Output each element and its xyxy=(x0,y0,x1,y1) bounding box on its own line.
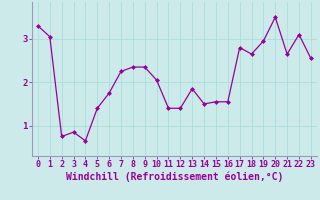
X-axis label: Windchill (Refroidissement éolien,°C): Windchill (Refroidissement éolien,°C) xyxy=(66,172,283,182)
